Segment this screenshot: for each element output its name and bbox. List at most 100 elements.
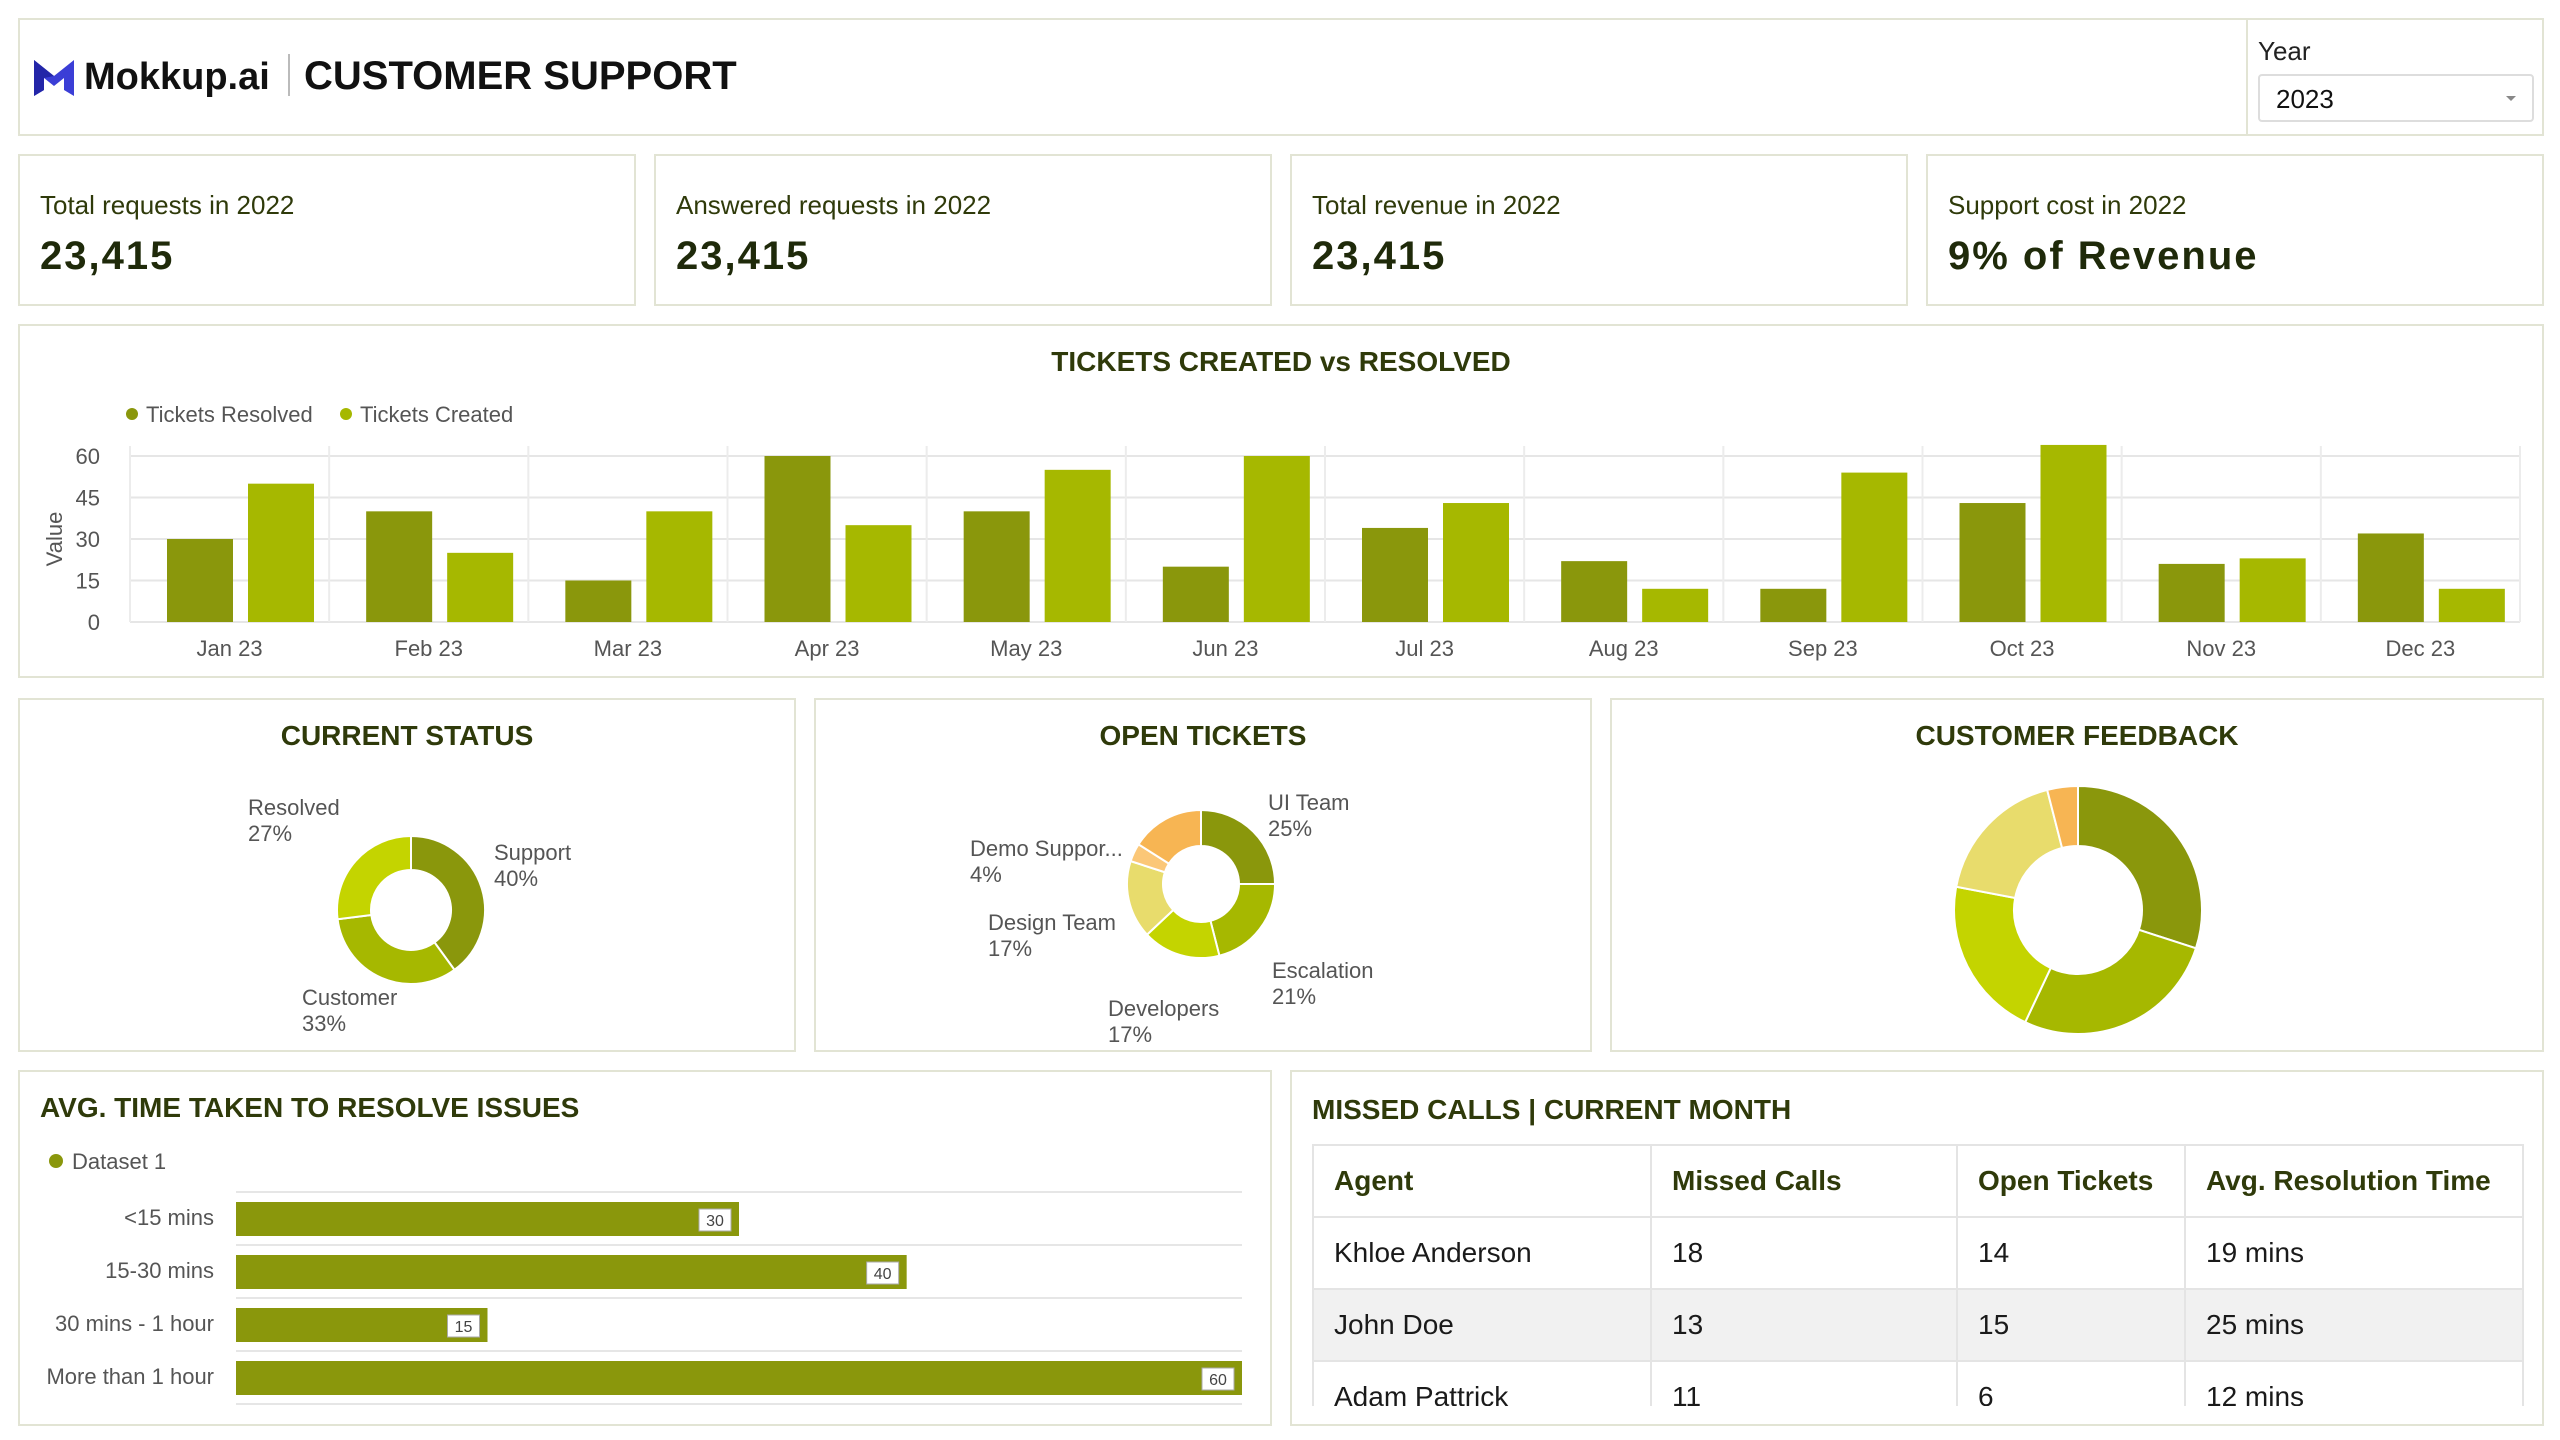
data-label: 40: [874, 1266, 892, 1283]
cell-agent: Adam Pattrick: [1312, 1360, 1652, 1406]
legend-label: Tickets Created: [360, 402, 513, 427]
x-tick-label: Feb 23: [395, 636, 464, 661]
cell-missed-calls: 13: [1650, 1288, 1958, 1362]
missed-calls-card: MISSED CALLS | CURRENT MONTH Agent Misse…: [1290, 1070, 2544, 1426]
kpi-value: 23,415: [676, 234, 811, 278]
feedback-slice: [2023, 928, 2198, 1035]
cell-open-tickets: 6: [1956, 1360, 2186, 1406]
bar-resolved: [1561, 561, 1628, 622]
slice-label-pct: 17%: [988, 936, 1032, 961]
column-header-open-tickets[interactable]: Open Tickets: [1956, 1144, 2186, 1218]
y-tick-label: 45: [76, 486, 100, 511]
year-select-value: 2023: [2276, 84, 2334, 114]
kpi-label: Answered requests in 2022: [676, 190, 992, 220]
y-tick-label: 30: [76, 527, 100, 552]
logo-text: Mokkup.ai: [84, 56, 270, 98]
slice-label-name: Customer: [302, 985, 397, 1010]
chevron-down-icon: [2506, 96, 2516, 101]
x-tick-label: Dec 23: [2386, 636, 2456, 661]
bar-created: [1443, 503, 1509, 622]
x-tick-label: Aug 23: [1589, 636, 1659, 661]
cell-open-tickets: 14: [1956, 1216, 2186, 1290]
slice-label-pct: 4%: [970, 862, 1002, 887]
open-slice: [1137, 808, 1202, 866]
bar-resolved: [2357, 533, 2424, 622]
missed-calls-table: Agent Missed Calls Open Tickets Avg. Res…: [1312, 1144, 2524, 1406]
missed-calls-title: MISSED CALLS | CURRENT MONTH: [1312, 1094, 1792, 1125]
bar-created: [845, 525, 912, 622]
y-tick-label: <15 mins: [124, 1205, 214, 1230]
legend-label: Dataset 1: [72, 1149, 166, 1174]
slice-label-pct: 25%: [1268, 816, 1312, 841]
tickets-chart-card: TICKETS CREATED vs RESOLVED Tickets Reso…: [18, 324, 2544, 678]
column-header-avg-resolution[interactable]: Avg. Resolution Time: [2184, 1144, 2524, 1218]
bar-resolved: [1959, 503, 2026, 622]
cell-agent: Khloe Anderson: [1312, 1216, 1652, 1290]
x-tick-label: Oct 23: [1990, 636, 2055, 661]
title-divider: [288, 54, 290, 96]
open-tickets-chart: UI Team25%Escalation21%Developers17%Desi…: [970, 790, 1374, 1047]
bar-resolved: [963, 511, 1030, 622]
y-tick-label: More than 1 hour: [46, 1364, 214, 1389]
status-slice: [410, 834, 486, 972]
bar-created: [2239, 558, 2306, 622]
legend-marker: [49, 1154, 63, 1168]
kpi-value: 23,415: [1312, 234, 1447, 278]
open-tickets-card: OPEN TICKETS UI Team 25% Escalation 21% Deve…: [814, 698, 1592, 1052]
avg-time-title: AVG. TIME TAKEN TO RESOLVE ISSUES: [40, 1092, 580, 1123]
legend-marker: [126, 408, 138, 420]
page-title: CUSTOMER SUPPORT: [304, 54, 737, 98]
column-header-missed-calls[interactable]: Missed Calls: [1650, 1144, 1958, 1218]
slice-label-name: Demo Suppor...: [970, 836, 1123, 861]
table-row: Khloe Anderson 18 14 19 mins: [1312, 1216, 2524, 1290]
feedback-slice: [1953, 885, 2053, 1024]
x-tick-label: Mar 23: [594, 636, 662, 661]
x-tick-label: Jul 23: [1395, 636, 1454, 661]
bar-created: [2040, 444, 2107, 622]
slice-label-name: Escalation: [1272, 958, 1374, 983]
data-label: 60: [1209, 1372, 1227, 1389]
customer-feedback-card: CUSTOMER FEEDBACK: [1610, 698, 2544, 1052]
bar: [236, 1255, 907, 1289]
bar: [236, 1361, 1242, 1395]
x-tick-label: Sep 23: [1788, 636, 1858, 661]
y-axis-label: Value: [42, 512, 67, 567]
y-tick-label: 60: [76, 444, 100, 469]
table-row: John Doe 13 15 25 mins: [1312, 1288, 2524, 1362]
slice-label-name: Support: [494, 840, 571, 865]
cell-open-tickets: 15: [1956, 1288, 2186, 1362]
current-status-title: CURRENT STATUS: [280, 720, 534, 751]
year-select[interactable]: 2023: [2258, 74, 2534, 122]
year-label: Year: [2258, 36, 2311, 66]
cell-avg-resolution: 19 mins: [2184, 1216, 2524, 1290]
cell-avg-resolution: 25 mins: [2184, 1288, 2524, 1362]
customer-feedback-chart: [1953, 784, 2203, 1035]
slice-label-pct: 40%: [494, 866, 538, 891]
data-label: 15: [455, 1319, 473, 1336]
kpi-card-answered-requests: Answered requests in 2022 23,415: [654, 154, 1272, 306]
kpi-label: Total revenue in 2022: [1312, 190, 1561, 220]
open-tickets-title: OPEN TICKETS: [1099, 720, 1307, 751]
open-slice: [1200, 808, 1277, 885]
x-tick-label: Jan 23: [197, 636, 263, 661]
bar: [236, 1202, 739, 1236]
column-header-agent[interactable]: Agent: [1312, 1144, 1652, 1218]
current-status-card: CURRENT STATUS Support 40% Customer 33% Reso…: [18, 698, 796, 1052]
kpi-card-total-requests: Total requests in 2022 23,415: [18, 154, 636, 306]
bar-created: [646, 511, 713, 622]
slice-label-pct: 27%: [248, 821, 292, 846]
bar-created: [1044, 469, 1111, 622]
status-slice: [336, 913, 456, 985]
data-label: 30: [706, 1213, 724, 1230]
bar-created: [248, 483, 314, 622]
cell-missed-calls: 11: [1650, 1360, 1958, 1406]
feedback-slice: [1955, 788, 2064, 900]
legend-marker: [340, 408, 352, 420]
bar-resolved: [565, 580, 632, 622]
data-label-box: [1201, 1367, 1235, 1391]
x-tick-label: Apr 23: [795, 636, 860, 661]
avg-time-chart: Dataset 1 <15 mins 30 15-30 mins 40 30 mins -…: [46, 1149, 1242, 1405]
feedback-slice: [2077, 784, 2203, 950]
customer-feedback-title: CUSTOMER FEEDBACK: [1915, 720, 2239, 751]
slice-label-name: Developers: [1108, 996, 1219, 1021]
